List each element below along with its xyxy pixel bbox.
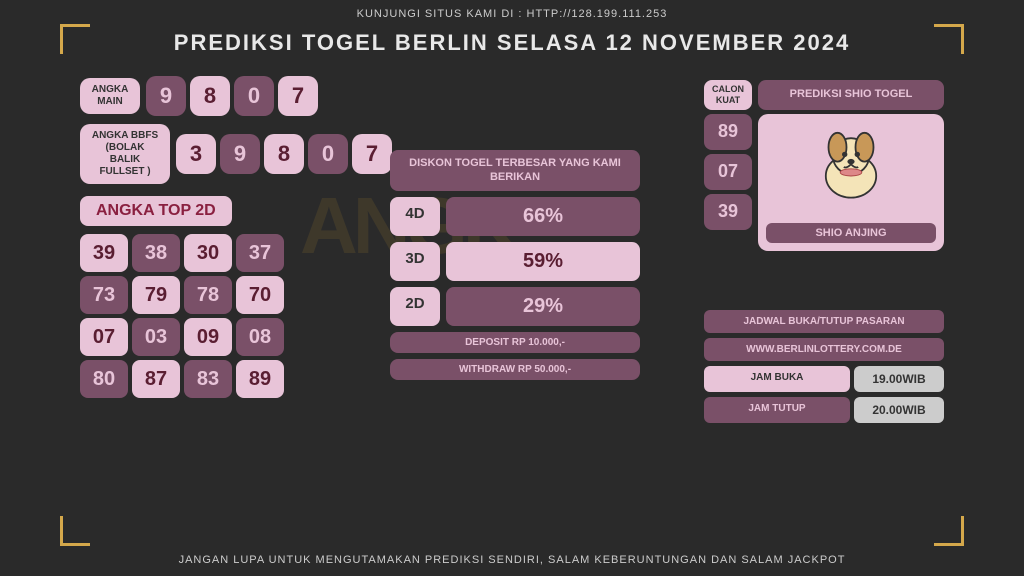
diskon-label: 4D xyxy=(390,197,440,236)
shio-number: 07 xyxy=(704,154,752,190)
schedule-title: JADWAL BUKA/TUTUP PASARAN xyxy=(704,310,944,333)
top-2d-cell: 83 xyxy=(184,360,232,398)
top-2d-cell: 08 xyxy=(236,318,284,356)
corner-decoration xyxy=(934,516,964,546)
angka-bbfs-digit: 8 xyxy=(264,134,304,174)
angka-main-label: ANGKA MAIN xyxy=(80,78,140,114)
top-2d-cell: 09 xyxy=(184,318,232,356)
angka-bbfs-digit: 0 xyxy=(308,134,348,174)
top-2d-cell: 03 xyxy=(132,318,180,356)
close-label: JAM TUTUP xyxy=(704,397,850,423)
diskon-title: DISKON TOGEL TERBESAR YANG KAMI BERIKAN xyxy=(390,150,640,191)
corner-decoration xyxy=(60,516,90,546)
angka-main-digit: 0 xyxy=(234,76,274,116)
corner-decoration xyxy=(60,24,90,54)
diskon-value: 59% xyxy=(446,242,640,281)
open-time: 19.00WIB xyxy=(854,366,944,392)
footer-text: JANGAN LUPA UNTUK MENGUTAMAKAN PREDIKSI … xyxy=(0,554,1024,566)
top-2d-cell: 30 xyxy=(184,234,232,272)
angka-bbfs-digit: 7 xyxy=(352,134,392,174)
calon-kuat-label: CALON KUAT xyxy=(704,80,752,110)
dog-icon xyxy=(801,122,901,212)
diskon-label: 3D xyxy=(390,242,440,281)
shio-name: SHIO ANJING xyxy=(766,223,936,243)
page-title: PREDIKSI TOGEL BERLIN SELASA 12 NOVEMBER… xyxy=(0,30,1024,56)
top-2d-cell: 70 xyxy=(236,276,284,314)
diskon-value: 29% xyxy=(446,287,640,326)
open-label: JAM BUKA xyxy=(704,366,850,392)
angka-main-digit: 7 xyxy=(278,76,318,116)
top-2d-cell: 78 xyxy=(184,276,232,314)
withdraw-info: WITHDRAW RP 50.000,- xyxy=(390,359,640,380)
top-2d-cell: 79 xyxy=(132,276,180,314)
shio-number: 39 xyxy=(704,194,752,230)
close-time: 20.00WIB xyxy=(854,397,944,423)
top-2d-cell: 37 xyxy=(236,234,284,272)
angka-bbfs-label: ANGKA BBFS (BOLAK BALIK FULLSET ) xyxy=(80,124,170,184)
shio-number: 89 xyxy=(704,114,752,150)
top-2d-cell: 89 xyxy=(236,360,284,398)
angka-bbfs-digit: 3 xyxy=(176,134,216,174)
top-2d-cell: 39 xyxy=(80,234,128,272)
angka-bbfs-digit: 9 xyxy=(220,134,260,174)
deposit-info: DEPOSIT RP 10.000,- xyxy=(390,332,640,353)
shio-box: SHIO ANJING xyxy=(758,114,944,251)
diskon-value: 66% xyxy=(446,197,640,236)
corner-decoration xyxy=(934,24,964,54)
prediksi-shio-label: PREDIKSI SHIO TOGEL xyxy=(758,80,944,110)
schedule-website: WWW.BERLINLOTTERY.COM.DE xyxy=(704,338,944,361)
top-2d-cell: 38 xyxy=(132,234,180,272)
angka-main-digit: 9 xyxy=(146,76,186,116)
top-2d-title: ANGKA TOP 2D xyxy=(80,196,232,226)
diskon-label: 2D xyxy=(390,287,440,326)
top-2d-cell: 73 xyxy=(80,276,128,314)
top-2d-cell: 87 xyxy=(132,360,180,398)
top-2d-cell: 80 xyxy=(80,360,128,398)
top-2d-cell: 07 xyxy=(80,318,128,356)
header-visit-text: KUNJUNGI SITUS KAMI DI : HTTP://128.199.… xyxy=(0,0,1024,20)
angka-main-digit: 8 xyxy=(190,76,230,116)
